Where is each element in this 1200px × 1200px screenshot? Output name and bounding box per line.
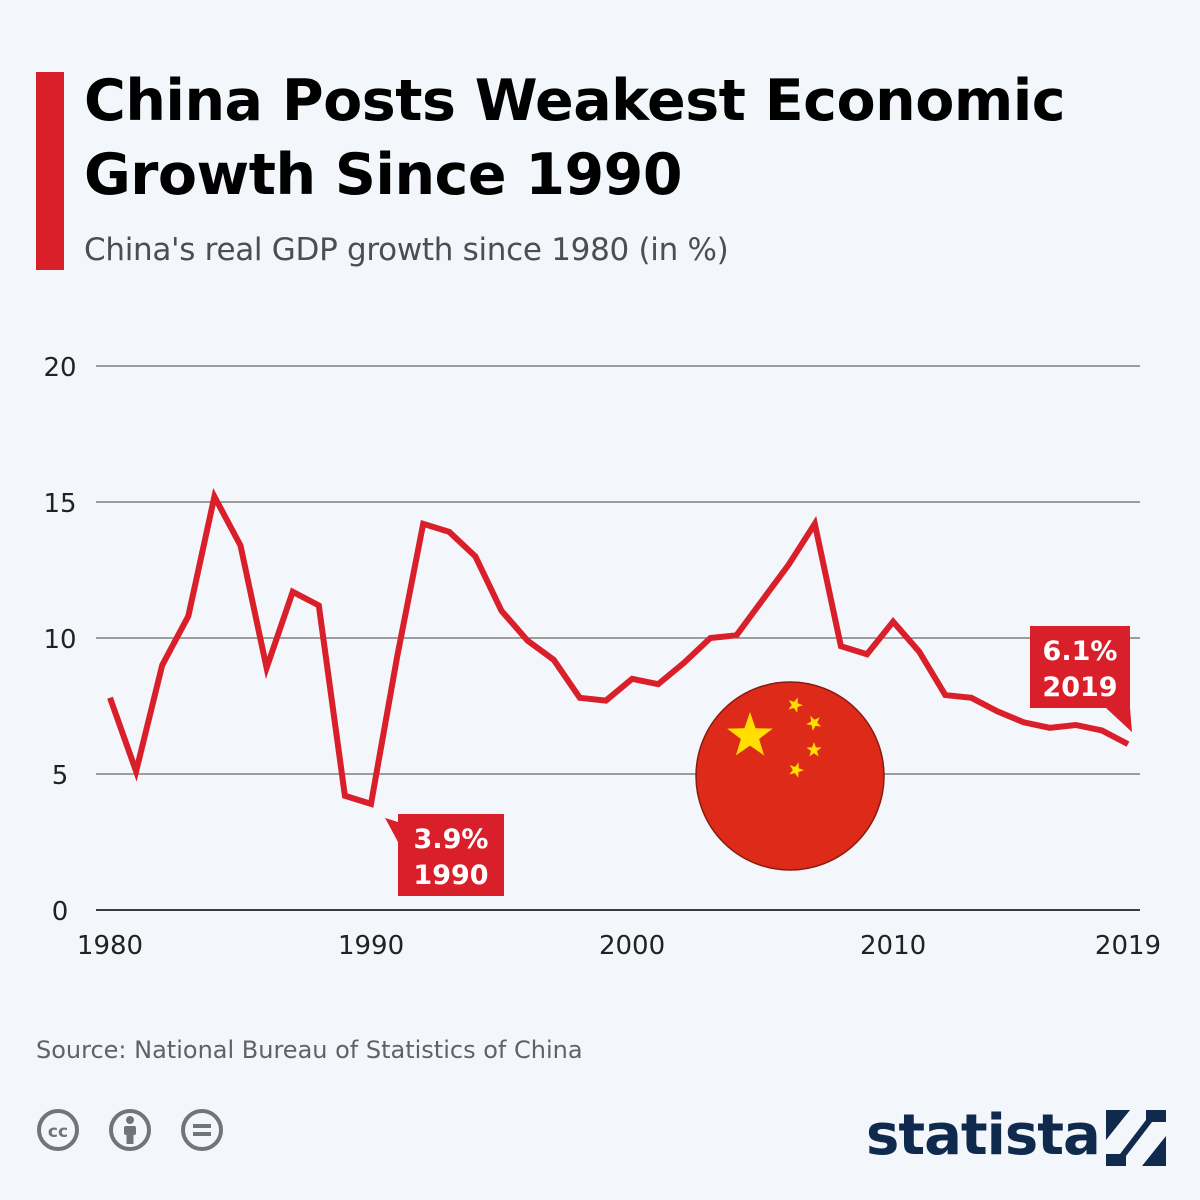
cc-icon[interactable]: cc xyxy=(36,1108,80,1152)
data-point xyxy=(446,529,452,535)
y-tick-label: 10 xyxy=(43,625,76,655)
series-line xyxy=(107,487,1130,808)
annotation-value: 3.9% xyxy=(414,824,489,855)
flag-small-star xyxy=(806,742,822,757)
annotation-box xyxy=(398,814,504,896)
data-point xyxy=(264,665,270,671)
data-point xyxy=(603,698,609,704)
data-point xyxy=(1073,722,1079,728)
data-point xyxy=(916,649,922,655)
data-point xyxy=(890,619,896,625)
svg-text:cc: cc xyxy=(48,1122,68,1142)
annotation-year: 1990 xyxy=(413,860,488,891)
china-flag-icon xyxy=(695,681,885,871)
flag-small-star xyxy=(789,762,804,778)
data-point xyxy=(1021,719,1027,725)
data-point xyxy=(211,494,217,500)
annotation-value: 6.1% xyxy=(1043,636,1118,667)
data-point xyxy=(499,608,505,614)
data-point xyxy=(864,651,870,657)
data-point xyxy=(420,521,426,527)
y-tick-label: 15 xyxy=(43,489,76,519)
data-point xyxy=(1099,727,1105,733)
data-point xyxy=(394,654,400,660)
data-point xyxy=(159,662,165,668)
series-group xyxy=(107,487,1131,808)
y-tick-label: 5 xyxy=(52,761,69,791)
data-point xyxy=(577,695,583,701)
data-point xyxy=(290,589,296,595)
flag-small-star xyxy=(806,715,822,731)
data-point xyxy=(812,521,818,527)
data-point xyxy=(133,768,139,774)
statista-logo-icon xyxy=(1106,1110,1166,1166)
data-point xyxy=(551,657,557,663)
data-point xyxy=(525,638,531,644)
data-point xyxy=(968,695,974,701)
x-tick-label: 1990 xyxy=(338,931,404,961)
flag-small-star xyxy=(788,697,803,713)
data-point xyxy=(838,643,844,649)
x-tick-label: 2000 xyxy=(599,931,665,961)
y-axis-ticks: 0 5 10 15 20 xyxy=(43,353,76,927)
data-point xyxy=(681,659,687,665)
data-point xyxy=(994,708,1000,714)
data-point xyxy=(942,692,948,698)
annotation-callout: 3.9% 1990 xyxy=(385,814,504,896)
statista-logo-text[interactable]: statista xyxy=(866,1103,1101,1168)
data-point xyxy=(368,801,374,807)
annotation-callout: 6.1% 2019 xyxy=(1030,626,1132,733)
data-point xyxy=(342,793,348,799)
x-tick-label: 1980 xyxy=(77,931,143,961)
y-tick-label: 20 xyxy=(43,353,76,383)
grid-lines xyxy=(96,365,1140,911)
data-point xyxy=(107,695,113,701)
data-point xyxy=(655,681,661,687)
accent-bar xyxy=(36,72,64,270)
y-tick-label: 0 xyxy=(52,897,69,927)
data-point xyxy=(629,676,635,682)
no-derivatives-icon[interactable] xyxy=(180,1108,224,1152)
x-tick-label: 2019 xyxy=(1095,931,1161,961)
data-point xyxy=(185,613,191,619)
annotation-pointer xyxy=(385,817,398,842)
annotations-group: 3.9% 1990 6.1% 2019 xyxy=(385,626,1132,896)
x-axis-ticks: 1980 1990 2000 2010 2019 xyxy=(77,931,1161,961)
data-point xyxy=(472,553,478,559)
annotation-box xyxy=(1030,626,1130,708)
data-point xyxy=(733,632,739,638)
data-point xyxy=(1125,741,1131,747)
source-note: Source: National Bureau of Statistics of… xyxy=(36,1036,583,1064)
data-point xyxy=(707,635,713,641)
data-point xyxy=(760,597,766,603)
page-title: China Posts Weakest Economic Growth Sinc… xyxy=(84,68,1066,208)
flag-big-star xyxy=(727,712,773,756)
page-subtitle: China's real GDP growth since 1980 (in %… xyxy=(84,232,729,268)
gdp-growth-line-chart: 0 5 10 15 20 1980 1990 2000 2010 2019 3.9% 1990 6.… xyxy=(43,353,1161,961)
x-tick-label: 2010 xyxy=(860,931,926,961)
data-point xyxy=(238,543,244,549)
data-point xyxy=(1047,725,1053,731)
attribution-icon[interactable] xyxy=(108,1108,152,1152)
annotation-year: 2019 xyxy=(1042,672,1117,703)
annotation-pointer xyxy=(1106,708,1132,733)
data-point xyxy=(316,602,322,608)
data-point xyxy=(786,562,792,568)
